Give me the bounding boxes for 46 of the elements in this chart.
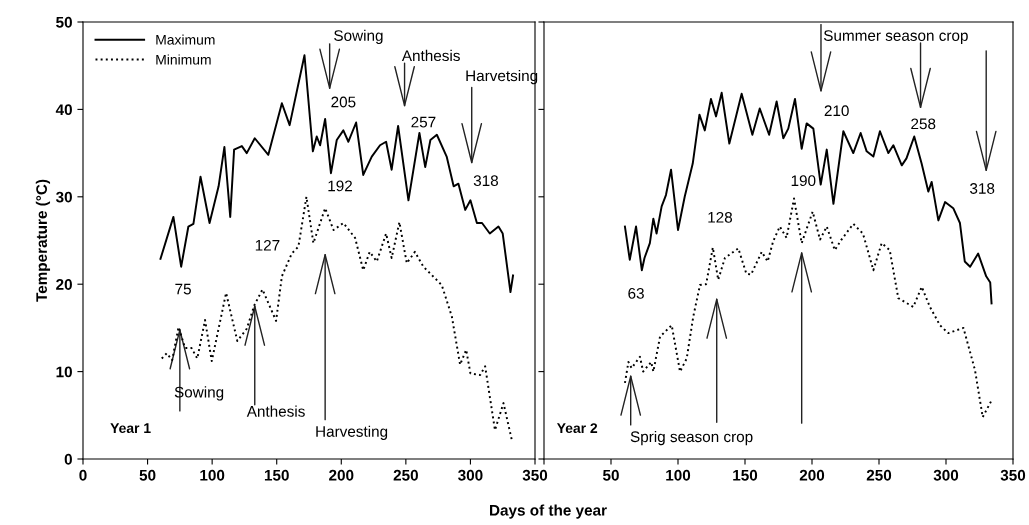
x-axis-title: Days of the year [490,504,607,519]
x-tick-label: 50 [139,469,156,481]
annotation: 190 [791,175,816,187]
annotation: 192 [328,180,352,192]
annotation: Anthesis [401,49,460,62]
annotation: 258 [911,118,936,130]
annotation: 205 [331,96,356,108]
x-tick-label: 150 [733,469,758,481]
legend-label: Minimum [156,54,211,65]
annotation: 257 [411,116,436,128]
annotation: 127 [255,239,280,251]
annotation: Anthesis [246,405,305,417]
annotation: Sprig season crop [630,430,753,446]
y-tick-label: 20 [56,279,72,290]
x-tick-label: 350 [1000,469,1026,481]
annotation: 128 [708,211,733,223]
x-tick-label: 50 [602,469,619,481]
x-tick-label: 250 [866,469,892,481]
x-tick-label: 100 [200,469,225,481]
y-tick-label: 50 [56,16,72,28]
y-tick-label: 0 [64,453,72,465]
annotation: 318 [473,175,499,187]
y-tick-label: 10 [56,366,72,378]
x-tick-label: 200 [799,469,825,481]
x-tick-label: 350 [522,469,548,481]
annotation: Year 1 [110,423,151,434]
x-tick-label: 0 [79,469,87,481]
y-tick-label: 40 [55,104,72,116]
x-tick-label: 100 [666,469,691,481]
x-tick-label: 300 [933,469,959,481]
annotation: Year 2 [556,423,598,434]
x-tick-label: 150 [264,469,289,481]
y-tick-label: 30 [55,191,72,203]
legend-label: Maximum [156,34,215,45]
annotation: Sowing [334,29,383,44]
x-tick-label: 250 [393,469,418,481]
annotation: 75 [175,283,191,295]
x-tick-label: 200 [329,469,354,481]
x-tick-label: 300 [458,469,483,481]
annotation: 63 [628,287,644,299]
annotation: 318 [970,183,995,194]
y-axis-title: Temperature (°C) [35,179,51,302]
line-series [160,195,513,441]
annotation: Summer season crop [823,30,968,44]
annotation: 210 [824,105,849,117]
annotation: Harvesting [316,425,388,440]
